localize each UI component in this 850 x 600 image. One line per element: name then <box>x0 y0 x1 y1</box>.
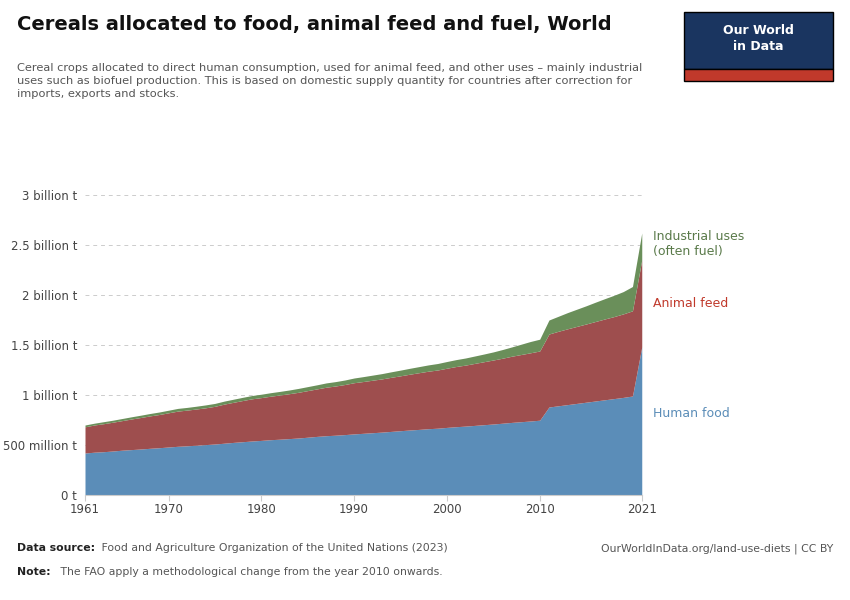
Text: Food and Agriculture Organization of the United Nations (2023): Food and Agriculture Organization of the… <box>98 543 447 553</box>
Text: Cereals allocated to food, animal feed and fuel, World: Cereals allocated to food, animal feed a… <box>17 15 612 34</box>
Text: Human food: Human food <box>653 407 729 420</box>
Text: Data source:: Data source: <box>17 543 95 553</box>
Text: Animal feed: Animal feed <box>653 297 728 310</box>
FancyBboxPatch shape <box>684 68 833 81</box>
Text: Our World
in Data: Our World in Data <box>723 24 794 53</box>
Text: Industrial uses
(often fuel): Industrial uses (often fuel) <box>653 229 744 257</box>
Text: Cereal crops allocated to direct human consumption, used for animal feed, and ot: Cereal crops allocated to direct human c… <box>17 63 643 100</box>
Text: Note:: Note: <box>17 567 51 577</box>
FancyBboxPatch shape <box>684 12 833 68</box>
Text: OurWorldInData.org/land-use-diets | CC BY: OurWorldInData.org/land-use-diets | CC B… <box>601 543 833 553</box>
Text: The FAO apply a methodological change from the year 2010 onwards.: The FAO apply a methodological change fr… <box>57 567 443 577</box>
